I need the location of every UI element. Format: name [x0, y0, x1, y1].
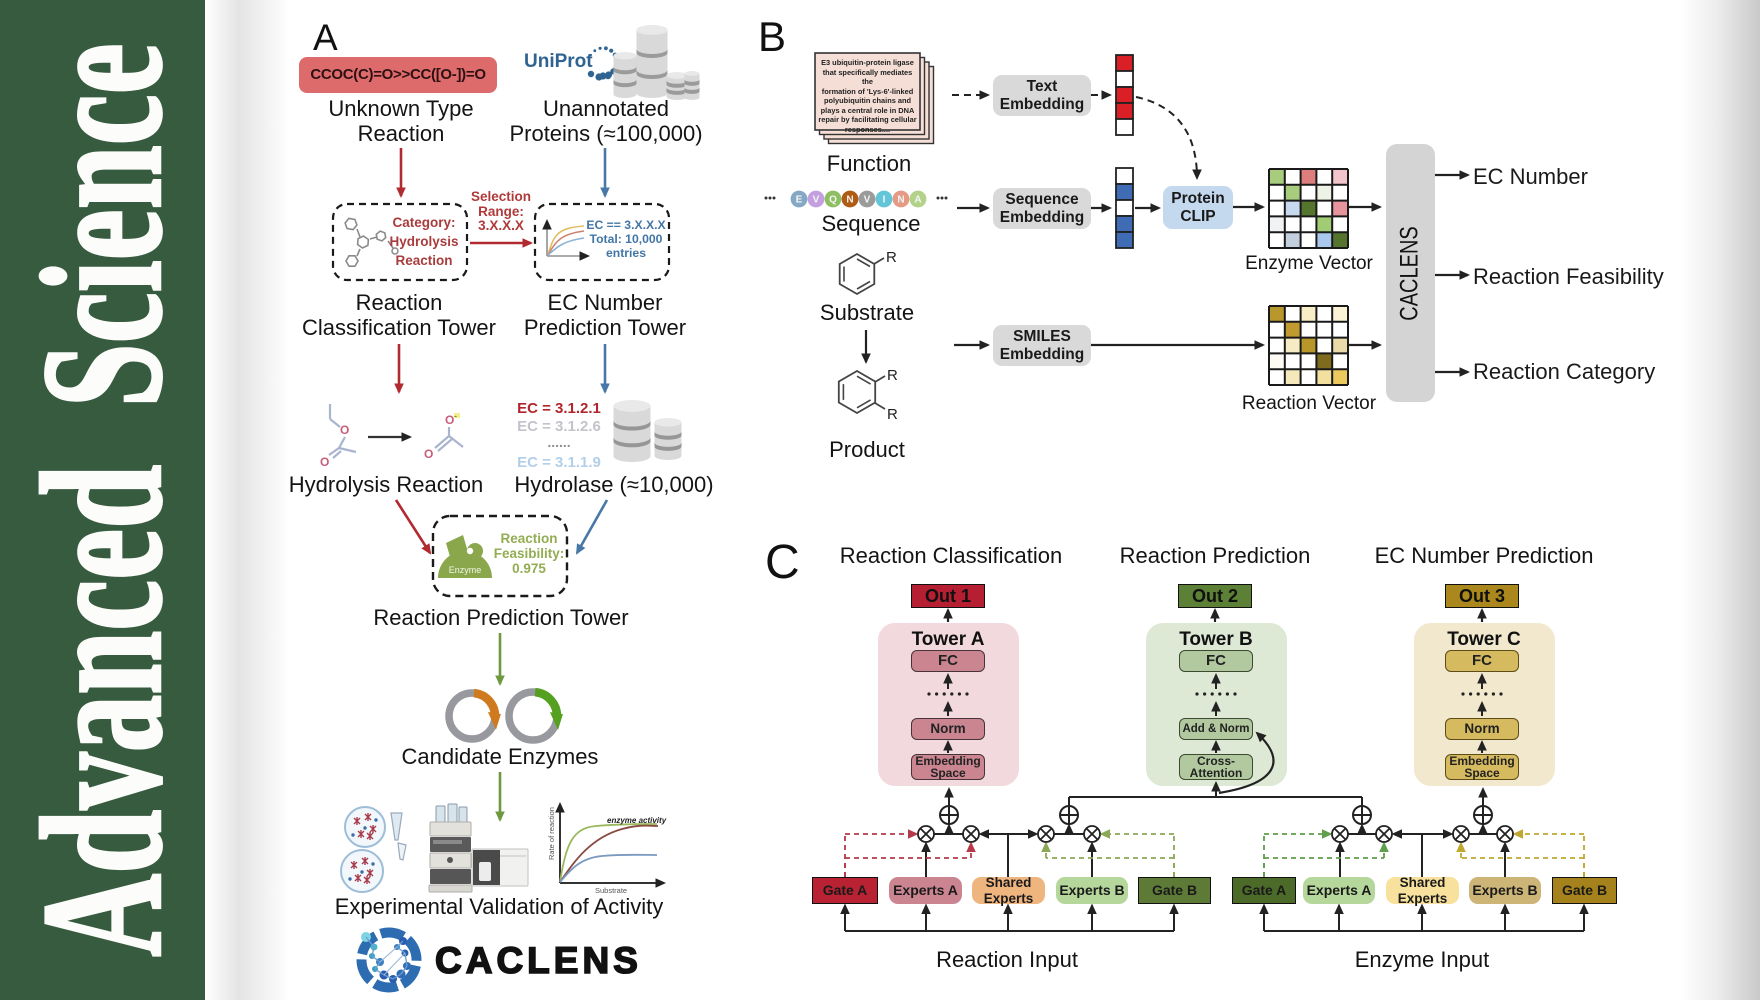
svg-text:R: R — [887, 367, 898, 384]
svg-text:O: O — [445, 413, 454, 427]
svg-text:R: R — [887, 406, 898, 423]
svg-text:O: O — [424, 447, 433, 461]
svg-text:N: N — [846, 195, 853, 206]
svg-text:R: R — [886, 249, 897, 266]
svg-text:enzyme activity: enzyme activity — [607, 816, 667, 825]
svg-text:O: O — [340, 423, 349, 437]
svg-text:-: - — [454, 411, 457, 421]
svg-text:N: N — [897, 195, 904, 206]
svg-text:Enzyme: Enzyme — [449, 565, 482, 575]
svg-text:Q: Q — [829, 195, 837, 206]
svg-text:V: V — [864, 195, 871, 206]
svg-text:I: I — [883, 195, 886, 206]
svg-text:V: V — [813, 195, 820, 206]
svg-text:Substrate: Substrate — [595, 886, 627, 895]
svg-text:E: E — [796, 195, 803, 206]
svg-text:A: A — [914, 195, 921, 206]
svg-text:Rate of reaction: Rate of reaction — [547, 807, 556, 860]
svg-text:O: O — [320, 455, 329, 469]
